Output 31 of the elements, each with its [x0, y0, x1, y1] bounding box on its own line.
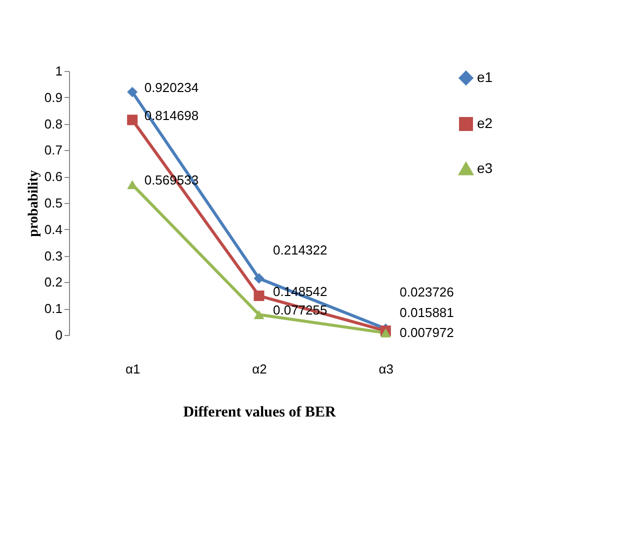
x-tick-label: α3: [378, 362, 394, 376]
y-tick-label: 0.6: [44, 169, 62, 184]
point: [254, 290, 264, 302]
y-tick-label: 0.1: [44, 301, 62, 316]
y-tick-label: 1: [55, 64, 62, 78]
y-tick-label: 0.4: [44, 222, 62, 237]
point: [127, 86, 138, 98]
point: [380, 328, 391, 338]
data-label: 0.214322: [273, 242, 328, 258]
y-tick-label: 0.7: [44, 142, 62, 158]
y-tick-label: 0: [55, 328, 62, 342]
x-axis-title: Different values of BER: [183, 404, 336, 420]
y-tick-label: 0.9: [44, 90, 62, 105]
legend-label: e1: [477, 69, 493, 85]
point: [127, 114, 138, 126]
y-tick-label: 0.3: [44, 248, 62, 264]
data-label: 0.015881: [400, 304, 454, 320]
y-tick-label: 0.8: [44, 116, 62, 132]
x-tick-label: α1: [125, 362, 140, 376]
legend-label: e3: [477, 160, 493, 176]
data-label: 0.007972: [400, 324, 454, 340]
data-label: 0.920234: [144, 80, 199, 96]
x-tick-label: α2: [252, 362, 267, 376]
y-axis-title: probability: [26, 170, 42, 237]
point: [254, 310, 264, 320]
point: [254, 273, 264, 284]
legend-label: e2: [477, 115, 493, 131]
y-tick-label: 0.2: [44, 274, 62, 290]
point: [127, 180, 138, 190]
data-label: 0.023726: [400, 284, 454, 300]
y-tick-label: 0.5: [44, 196, 62, 210]
